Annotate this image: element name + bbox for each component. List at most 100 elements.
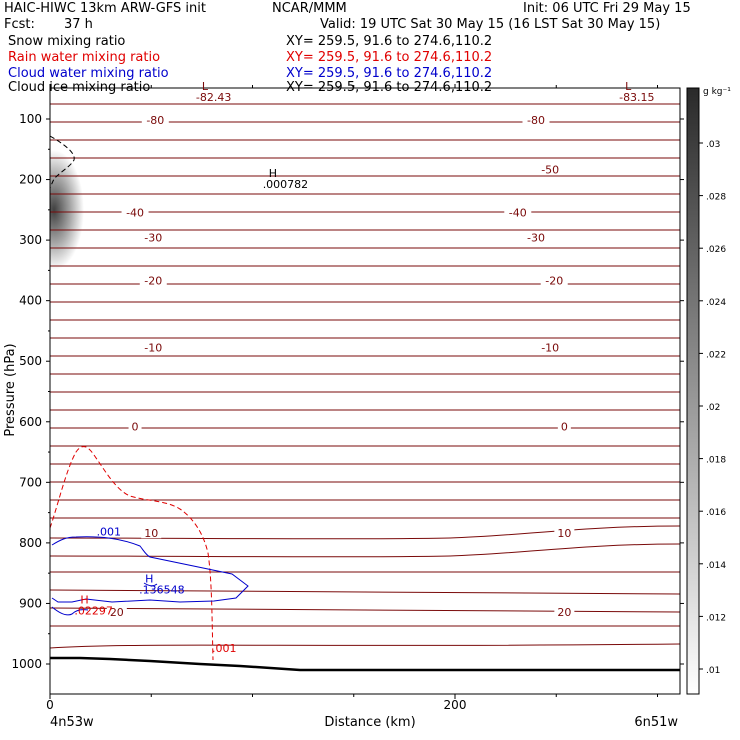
temperature-contours: [50, 103, 680, 649]
temperature-label: -30: [144, 232, 162, 245]
cloud-water-contour: [51, 536, 249, 603]
valid-time: Valid: 19 UTC Sat 30 May 15 (16 LST Sat …: [320, 17, 661, 32]
y-tick-label: 400: [19, 294, 42, 308]
colorbar-ticks: .03 .028 .026 .024 .022 .02 .018 .016 .014 .012 .0…: [699, 140, 726, 676]
field-name-cloudwater: Cloud water mixing ratio: [8, 66, 169, 81]
plot-frame: [49, 87, 681, 695]
x-right-location: 6n51w: [634, 715, 678, 730]
field-name-snow: Snow mixing ratio: [8, 34, 126, 49]
model-title: HAIC-HIWC 13km ARW-GFS init: [4, 1, 206, 16]
temperature-label-bg: [536, 340, 564, 353]
colorbar-tick-label: .01: [706, 666, 720, 676]
temperature-label: -20: [545, 275, 563, 288]
temperature-label-bg: [522, 113, 550, 126]
extremum-symbol: L: [202, 80, 209, 93]
colorbar-tick-label: .02: [706, 403, 720, 413]
isotherm-line: [50, 589, 680, 595]
temperature-label: -40: [509, 206, 527, 219]
colorbar-tick-label: .024: [706, 298, 726, 308]
temperature-label-bg: [141, 526, 162, 539]
center-label: NCAR/MMM: [272, 1, 347, 16]
contour-label: .001: [212, 642, 237, 655]
isotherm-line: [50, 607, 680, 613]
x-tick-label: 200: [444, 698, 467, 712]
y-tick-label: 200: [19, 173, 42, 187]
field-xy-snow: XY= 259.5, 91.6 to 274.6,110.2: [286, 34, 493, 49]
temperature-label: 0: [132, 421, 139, 434]
field-xy-cloudwater: XY= 259.5, 91.6 to 274.6,110.2: [286, 66, 493, 81]
temperature-label: -20: [144, 275, 162, 288]
extremum-value: .000782: [263, 178, 309, 191]
temperature-label-bg: [139, 340, 167, 353]
isotherm-line: [50, 643, 680, 649]
cloud-ice-shading: [50, 150, 84, 270]
extremum-value: .02297: [74, 604, 113, 617]
cloud-water-contour-small: [143, 582, 158, 587]
y-tick-label: 500: [19, 354, 42, 368]
y-tick-label: 100: [19, 112, 42, 126]
forecast-hours: 37 h: [64, 17, 93, 32]
x-left-location: 4n53w: [50, 715, 94, 730]
colorbar-tick-label: .028: [706, 193, 726, 203]
temperature-label: 0: [561, 421, 568, 434]
field-name-rain: Rain water mixing ratio: [8, 50, 161, 65]
forecast-label: Fcst:: [4, 17, 35, 32]
temperature-label-bg: [540, 273, 568, 286]
colorbar-tick-label: .026: [706, 245, 726, 255]
temperature-label: -40: [126, 206, 144, 219]
temperature-label: -10: [144, 341, 162, 354]
isotherm-line: [50, 543, 680, 558]
extremum-symbol: L: [625, 80, 632, 93]
colorbar-tick-label: .03: [706, 140, 720, 150]
temperature-label: 20: [557, 606, 571, 619]
y-tick-label: 800: [19, 536, 42, 550]
cloud-ice-contour: [50, 135, 75, 189]
cloud-water-contour-left: [51, 606, 89, 616]
y-axis-label: Pressure (hPa): [3, 343, 18, 436]
init-time: Init: 06 UTC Fri 29 May 15: [523, 1, 691, 16]
field-xy-rain: XY= 259.5, 91.6 to 274.6,110.2: [286, 50, 493, 65]
colorbar-tick-label: .016: [706, 508, 726, 518]
temperature-label-bg: [106, 604, 127, 617]
y-tick-label: 1000: [11, 657, 42, 671]
y-tick-label: 300: [19, 233, 42, 247]
colorbar-tick-label: .022: [706, 350, 726, 360]
extremum-symbol: H: [269, 167, 277, 180]
temperature-label: -80: [527, 114, 545, 127]
extremum-value: -83.15: [619, 91, 654, 104]
temperature-label: -10: [541, 341, 559, 354]
terrain-surface: [50, 656, 680, 672]
temperature-label: 10: [144, 527, 158, 540]
temperature-label-bg: [128, 419, 142, 432]
temperature-label-bg: [554, 604, 575, 617]
x-axis-label: Distance (km): [324, 715, 415, 730]
colorbar-tick-label: .012: [706, 613, 726, 623]
temperature-label-bg: [141, 113, 169, 126]
extremum-symbol: H: [80, 593, 88, 606]
contour-label: .001: [97, 526, 122, 539]
y-tick-label: 700: [19, 475, 42, 489]
y-tick-label: 600: [19, 415, 42, 429]
temperature-label-bg: [139, 273, 167, 286]
temperature-label-bg: [139, 230, 167, 243]
x-tick-label: 0: [46, 698, 54, 712]
contour-labels: .001 .001: [97, 526, 237, 655]
colorbar-unit: g kg⁻¹: [703, 87, 731, 97]
temperature-label-bg: [557, 419, 571, 432]
x-axis-ticks: 0 200: [46, 84, 658, 712]
temperature-labels: -80 -80-50-40 -40-30 -30-20 -20-10 -100 010 102…: [106, 113, 575, 619]
temperature-label: -30: [527, 232, 545, 245]
y-tick-label: 900: [19, 596, 42, 610]
extremum-symbol: H: [145, 572, 153, 585]
colorbar-tick-label: .014: [706, 561, 726, 571]
isotherm-line: [50, 525, 680, 540]
extremum-value: .136548: [139, 583, 185, 596]
temperature-label-bg: [536, 162, 564, 175]
temperature-label-bg: [554, 526, 575, 539]
temperature-label: 10: [557, 527, 571, 540]
temperature-label: 20: [110, 606, 124, 619]
extremum-value: -82.43: [196, 91, 231, 104]
